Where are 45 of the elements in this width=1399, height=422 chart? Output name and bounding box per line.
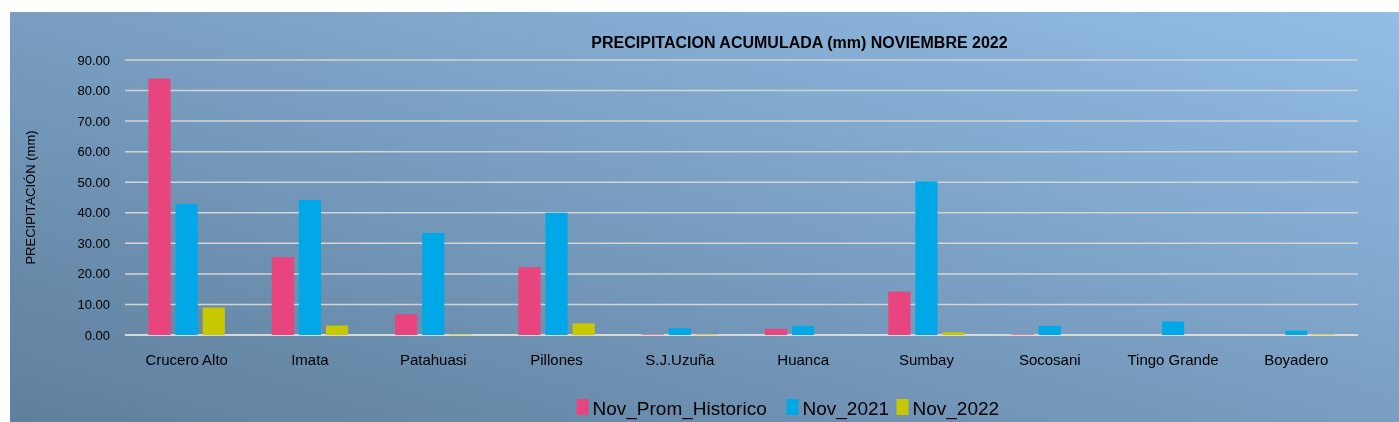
bar xyxy=(1285,330,1308,335)
legend-label: Nov_Prom_Historico xyxy=(592,397,767,420)
bar xyxy=(298,199,322,335)
y-tick-label: 70.00 xyxy=(77,113,110,129)
y-tick-label: 0.00 xyxy=(84,327,110,343)
y-tick-label: 30.00 xyxy=(77,235,110,251)
y-tick-label: 80.00 xyxy=(77,83,110,99)
y-tick-label: 10.00 xyxy=(77,296,110,312)
x-tick-label: Sumbay xyxy=(898,351,955,368)
y-axis-title: PRECIPITACIÓN (mm) xyxy=(23,130,38,265)
bar xyxy=(422,232,445,335)
bar xyxy=(1161,321,1185,335)
bar xyxy=(202,307,225,335)
y-tick-label: 20.00 xyxy=(77,266,110,282)
bar xyxy=(395,314,418,335)
y-tick-label: 50.00 xyxy=(77,174,110,190)
bar xyxy=(518,267,541,335)
x-tick-label: Patahuasi xyxy=(399,351,467,368)
bar xyxy=(764,328,788,335)
y-tick-label: 90.00 xyxy=(77,52,110,68)
bar xyxy=(271,257,294,335)
bar xyxy=(888,291,911,335)
x-tick-label: Tingo Grande xyxy=(1127,351,1219,368)
y-tick-label: 40.00 xyxy=(77,205,110,221)
x-tick-label: S.J.Uzuña xyxy=(645,351,716,368)
bar xyxy=(572,323,595,335)
x-tick-label: Imata xyxy=(291,351,330,368)
bar xyxy=(325,325,349,335)
bar xyxy=(175,203,198,335)
bar xyxy=(148,78,171,335)
y-tick-label: 60.00 xyxy=(77,144,110,160)
x-tick-label: Pillones xyxy=(530,351,583,368)
bar xyxy=(942,332,965,335)
legend-label: Nov_2021 xyxy=(802,397,890,420)
bar xyxy=(792,325,815,335)
x-tick-label: Crucero Alto xyxy=(145,351,228,368)
bar xyxy=(668,328,691,335)
bar xyxy=(915,181,938,335)
bar xyxy=(1038,325,1061,335)
x-tick-label: Socosani xyxy=(1018,351,1081,368)
chart-title: PRECIPITACION ACUMULADA (mm) NOVIEMBRE 2022 xyxy=(591,34,1008,51)
bar xyxy=(545,212,568,335)
x-tick-label: Huanca xyxy=(777,351,830,368)
legend-label: Nov_2022 xyxy=(912,397,1000,420)
x-tick-label: Boyadero xyxy=(1264,351,1329,368)
